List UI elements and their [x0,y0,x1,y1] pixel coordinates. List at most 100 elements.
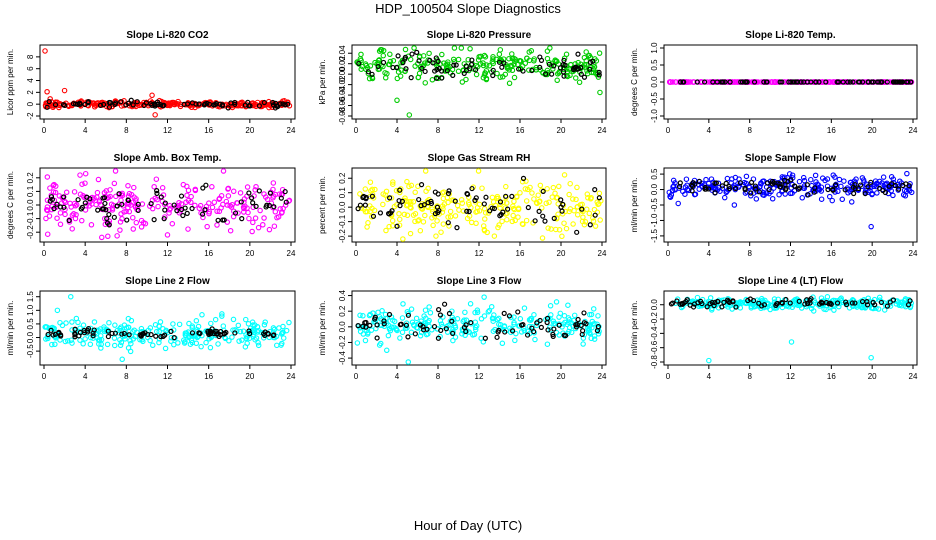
data-point [462,309,468,316]
data-point [156,328,162,335]
data-point [527,184,533,191]
data-point [571,312,578,319]
data-point [153,328,160,335]
data-point [526,67,532,73]
reference-point [282,102,288,108]
reference-point [549,71,555,77]
data-point [46,213,53,219]
data-point [476,208,483,214]
data-point [239,337,245,343]
data-point [789,172,796,178]
reference-point [225,105,231,111]
data-point [561,172,568,178]
data-point [241,196,248,202]
data-point [366,312,373,319]
data-point [280,335,287,341]
reference-point [171,202,177,208]
reference-point [788,177,794,183]
y-tick-label: -0.2 [650,312,659,326]
data-point [893,301,900,307]
y-tick-label: 0.2 [338,172,347,184]
data-point [512,337,518,344]
data-point [486,62,493,69]
panel-3: Slope Li-820 Temp. 0 4 8 12 16 20 24 -1.0 -0.5 0.0… [630,30,918,135]
data-point [367,208,373,215]
reference-point [381,318,387,324]
x-tick-label: 12 [163,249,172,258]
reference-point [270,102,277,108]
data-point [443,324,450,330]
data-point [162,345,169,352]
data-point [369,74,376,81]
reference-point [48,194,55,200]
y-tick-label: 0.00 [338,66,347,82]
data-point [365,220,371,226]
reference-point [505,206,511,212]
y-tick-label: -1.0 [650,213,659,227]
data-point [44,197,51,204]
reference-point [851,190,857,197]
reference-point [832,182,839,188]
reference-point [374,335,380,341]
reference-point [75,197,81,203]
reference-point [542,218,548,224]
reference-point [707,301,713,307]
reference-point [443,326,449,332]
data-point [503,183,509,190]
data-point [561,55,568,61]
y-axis-label: percent per min. [318,176,327,234]
data-point [240,328,247,334]
reference-point [859,298,866,305]
reference-point [278,195,284,201]
outlier-point [68,293,74,300]
outlier-point [731,202,738,208]
y-tick-label: -0.1 [26,211,35,225]
reference-point [862,190,868,197]
data-point [888,174,895,180]
data-point [880,79,887,85]
outlier-point [406,112,413,118]
data-point [429,77,436,83]
data-point [88,222,95,228]
data-point [227,227,234,234]
data-point [458,45,465,51]
data-point [425,319,432,325]
reference-point [689,182,695,188]
data-point [426,50,432,57]
reference-point [752,183,758,189]
x-tick-label: 12 [163,372,172,381]
data-point [94,189,101,196]
data-point [450,337,456,344]
data-point [595,313,601,319]
x-tick-label: 4 [83,372,88,381]
reference-point [866,79,872,85]
reference-point [95,207,101,213]
data-point [196,205,203,212]
reference-point [405,312,411,318]
x-tick-label: 0 [42,249,47,258]
reference-point [189,100,195,106]
data-point [358,51,364,58]
data-point [275,214,282,220]
reference-point [209,326,215,332]
data-point [198,343,204,350]
data-point [511,321,517,328]
data-point [94,327,100,334]
data-point [799,195,805,201]
reference-point [466,208,472,215]
data-point [126,208,133,215]
data-point [591,336,598,342]
data-point [478,316,485,322]
data-point [596,190,603,197]
reference-point [560,201,566,207]
reference-point [380,59,387,66]
panel-8: Slope Line 3 Flow 0 4 8 12 16 20 24 -0.4 -0.2 0.0 0… [318,276,607,381]
reference-point [438,327,444,334]
data-point [172,101,178,108]
data-point [377,340,384,347]
reference-point [579,331,585,338]
data-point [125,345,132,351]
data-point [772,79,778,85]
reference-point [232,210,239,216]
data-point [415,218,421,224]
